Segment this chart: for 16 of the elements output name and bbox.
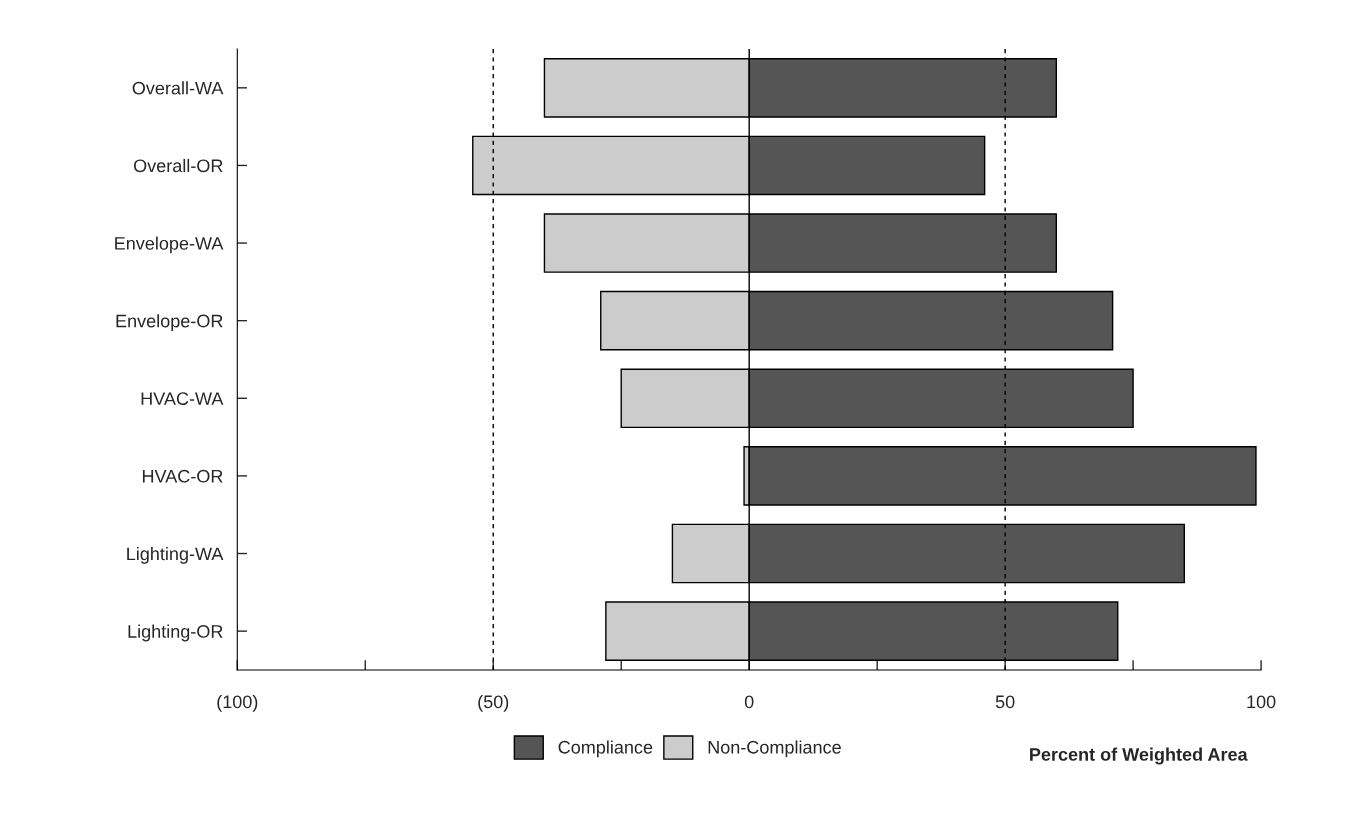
x-tick-label: (50) (478, 694, 509, 712)
x-tick-label: 0 (744, 695, 754, 709)
legend-label: Non-Compliance (708, 740, 841, 758)
y-tick-label: Lighting-OR (128, 624, 223, 642)
y-tick-label: Envelope-WA (115, 236, 224, 254)
y-tick-label: Lighting-WA (127, 546, 224, 564)
x-tick-label: (100) (217, 694, 258, 712)
y-tick-label: Envelope-OR (116, 314, 223, 331)
x-tick-label: 100 (1247, 695, 1276, 709)
x-axis-title: Percent of Weighted Area (1030, 747, 1248, 765)
y-tick-label: Overall-OR (133, 158, 223, 173)
x-tick-label: 50 (995, 695, 1015, 709)
y-tick-label: HVAC-OR (142, 469, 223, 483)
y-tick-label: Overall-WA (132, 81, 224, 95)
y-tick-label: HVAC-WA (141, 392, 224, 406)
legend-label: Compliance (558, 740, 653, 758)
